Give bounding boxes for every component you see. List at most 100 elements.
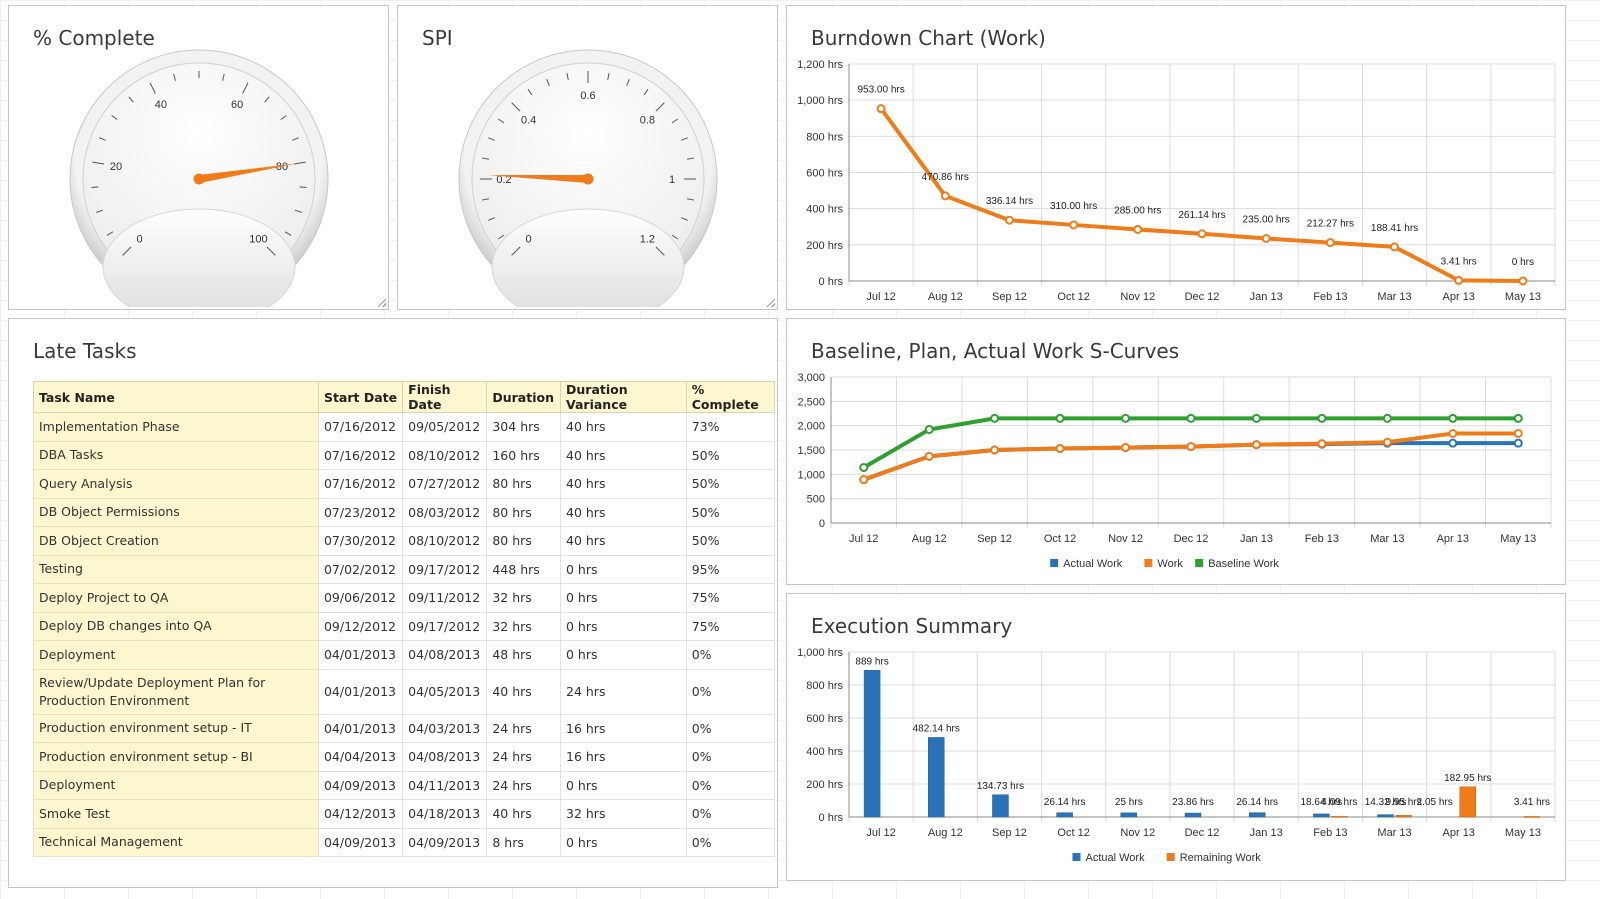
y-tick-label: 600 hrs [806,713,843,725]
gauge-tick-label: 100 [249,233,267,245]
y-tick-label: 800 hrs [806,131,843,143]
resize-handle[interactable] [378,299,386,307]
column-header[interactable]: Duration [486,381,561,413]
gauge-major-tick [242,82,249,94]
table-cell: 24 hrs [486,770,561,800]
table-cell: 07/30/2012 [317,526,404,556]
table-row[interactable]: Production environment setup - BI 04/04/2… [33,742,776,772]
panel-title: Late Tasks [33,339,137,363]
gauge-tick-label: 0 [526,233,532,245]
table-cell: 04/05/2013 [402,668,488,715]
column-header[interactable]: Task Name [33,381,319,413]
table-row[interactable]: Deployment 04/09/2013 04/11/2013 24 hrs 0 hr… [33,770,776,800]
y-tick-label: 800 hrs [806,680,843,692]
gauge-minor-tick [671,118,679,124]
table-cell: 24 hrs [560,668,687,715]
gauge-major-tick [266,246,276,256]
gauge-minor-tick [643,88,649,96]
gauge-spi: 0 0.2 0.4 0.6 0.8 1 1.2 [458,49,718,307]
bar [1395,815,1412,818]
legend-swatch [1144,559,1153,567]
table-cell: 09/11/2012 [402,583,488,613]
bar [992,794,1009,818]
resize-handle[interactable] [767,299,775,307]
data-label: 182.95 hrs [1444,773,1491,784]
y-tick-label: 200 hrs [806,240,843,252]
legend-label: Remaining Work [1180,852,1262,864]
x-tick-label: Aug 12 [912,533,947,545]
table-row[interactable]: Production environment setup - IT 04/01/2… [33,713,776,743]
gauge-minor-tick [566,72,569,81]
table-cell: 95% [685,554,776,584]
data-point [859,463,869,473]
table-cell: 07/16/2012 [317,412,404,442]
x-tick-label: May 13 [1505,827,1541,839]
y-tick-label: 1,500 [797,445,825,457]
gauge-major-tick [511,246,521,256]
x-tick-label: Oct 12 [1044,533,1076,545]
table-cell: Query Analysis [33,469,319,499]
table-cell: 0% [685,799,776,829]
table-cell: 24 hrs [486,713,561,743]
data-label: 889 hrs [855,656,888,667]
table-row[interactable]: Smoke Test 04/12/2013 04/18/2013 40 hrs 32 h… [33,799,776,829]
gauge-tick-label: 0.2 [496,174,511,186]
table-cell: 75% [685,583,776,613]
column-header[interactable]: Finish Date [402,381,488,413]
table-row[interactable]: DBA Tasks 07/16/2012 08/10/2012 160 hrs 40 h… [33,440,776,470]
table-row[interactable]: Deployment 04/01/2013 04/08/2013 48 hrs 0 hr… [33,640,776,670]
x-tick-label: Feb 13 [1313,827,1347,839]
data-point [1518,276,1528,286]
table-cell: 304 hrs [486,412,561,442]
data-point [859,475,869,485]
table-cell: 50% [685,469,776,499]
table-row[interactable]: Technical Management 04/09/2013 04/09/2013… [33,827,776,857]
scurves-panel: Baseline, Plan, Actual Work S-Curves 0 50… [786,318,1566,585]
table-row[interactable]: Deploy DB changes into QA 09/12/2012 09/17… [33,611,776,641]
gauge-minor-tick [686,157,695,160]
gauge-minor-tick [671,234,679,240]
table-cell: Production environment setup - IT [33,713,319,743]
table-row[interactable]: Deploy Project to QA 09/06/2012 09/11/2012… [33,583,776,613]
y-tick-label: 200 hrs [806,779,843,791]
table-cell: 8 hrs [486,827,561,857]
table-row[interactable]: Review/Update Deployment Plan for Produc… [33,668,776,715]
x-tick-label: Feb 13 [1305,533,1339,545]
data-label: 953.00 hrs [857,85,904,96]
table-cell: 50% [685,497,776,527]
table-row[interactable]: Query Analysis 07/16/2012 07/27/2012 80 hrs… [33,469,776,499]
table-cell: 09/12/2012 [317,611,404,641]
table-cell: 40 hrs [486,799,561,829]
table-row[interactable]: DB Object Permissions 07/23/2012 08/03/201… [33,497,776,527]
gauge-minor-tick [681,137,688,141]
y-tick-label: 0 hrs [819,812,844,824]
gauge-minor-tick [173,73,176,81]
x-tick-label: Sep 12 [977,533,1012,545]
table-cell: 04/09/2013 [317,770,404,800]
x-tick-label: Nov 12 [1120,291,1155,303]
table-cell: 04/08/2013 [402,640,488,670]
data-label: 310.00 hrs [1050,201,1097,212]
legend-swatch [1166,853,1175,861]
gauge-needle-hub [193,173,205,185]
column-header[interactable]: % Complete [685,381,776,413]
table-row[interactable]: Implementation Phase 07/16/2012 09/05/2012… [33,412,776,442]
table-cell: 0% [685,668,776,715]
gauge-minor-tick [284,231,292,236]
data-point [1133,224,1143,234]
column-header[interactable]: Start Date [317,381,404,413]
x-tick-label: Jul 12 [866,827,895,839]
table-row[interactable]: DB Object Creation 07/30/2012 08/10/2012 80… [33,526,776,556]
burndown-panel: Burndown Chart (Work) 0 hrs 200 hrs 400 hr… [786,5,1566,310]
x-tick-label: Nov 12 [1120,827,1155,839]
column-header[interactable]: Duration Variance [560,381,687,413]
table-cell: 40 hrs [560,469,687,499]
legend-label: Work [1157,558,1183,570]
table-cell: 04/01/2013 [317,668,404,715]
legend-label: Actual Work [1063,558,1123,570]
gauge-panel-spi: SPI 0 0.2 0.4 0.6 0.8 1 1.2 [397,5,778,310]
y-tick-label: 1,000 [797,469,825,481]
table-cell: 0% [685,770,776,800]
table-cell: 04/09/2013 [317,827,404,857]
table-row[interactable]: Testing 07/02/2012 09/17/2012 448 hrs 0 hrs 9… [33,554,776,584]
